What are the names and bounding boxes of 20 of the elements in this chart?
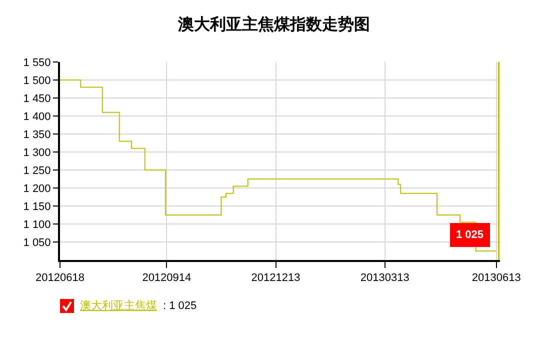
x-tick-label: 20130613 xyxy=(472,272,521,284)
y-tick-label: 1 200 xyxy=(23,182,51,195)
y-tick-label: 1 400 xyxy=(23,110,51,123)
x-tick-label: 20121213 xyxy=(251,272,300,284)
text: 澳大利亚主焦煤 xyxy=(80,298,157,313)
x-tick-label: 20130313 xyxy=(360,272,410,284)
text: : 1 025 xyxy=(163,300,197,312)
y-tick-label: 1 300 xyxy=(23,146,51,159)
y-tick-label: 1 100 xyxy=(23,218,51,231)
x-tick-label: 20120618 xyxy=(36,272,84,284)
y-tick-label: 1 550 xyxy=(23,56,51,69)
chart-title: 澳大利亚主焦煤指数走势图 xyxy=(177,14,370,34)
y-tick-label: 1 150 xyxy=(23,200,51,213)
y-tick-label: 1 500 xyxy=(23,74,51,87)
x-tick-label: 20120914 xyxy=(142,272,192,284)
annotation: 1 025 xyxy=(456,229,484,241)
y-tick-label: 1 450 xyxy=(23,92,51,105)
y-tick-label: 1 050 xyxy=(23,236,51,249)
y-tick-label: 1 350 xyxy=(23,128,51,141)
y-tick-label: 1 250 xyxy=(23,164,51,177)
